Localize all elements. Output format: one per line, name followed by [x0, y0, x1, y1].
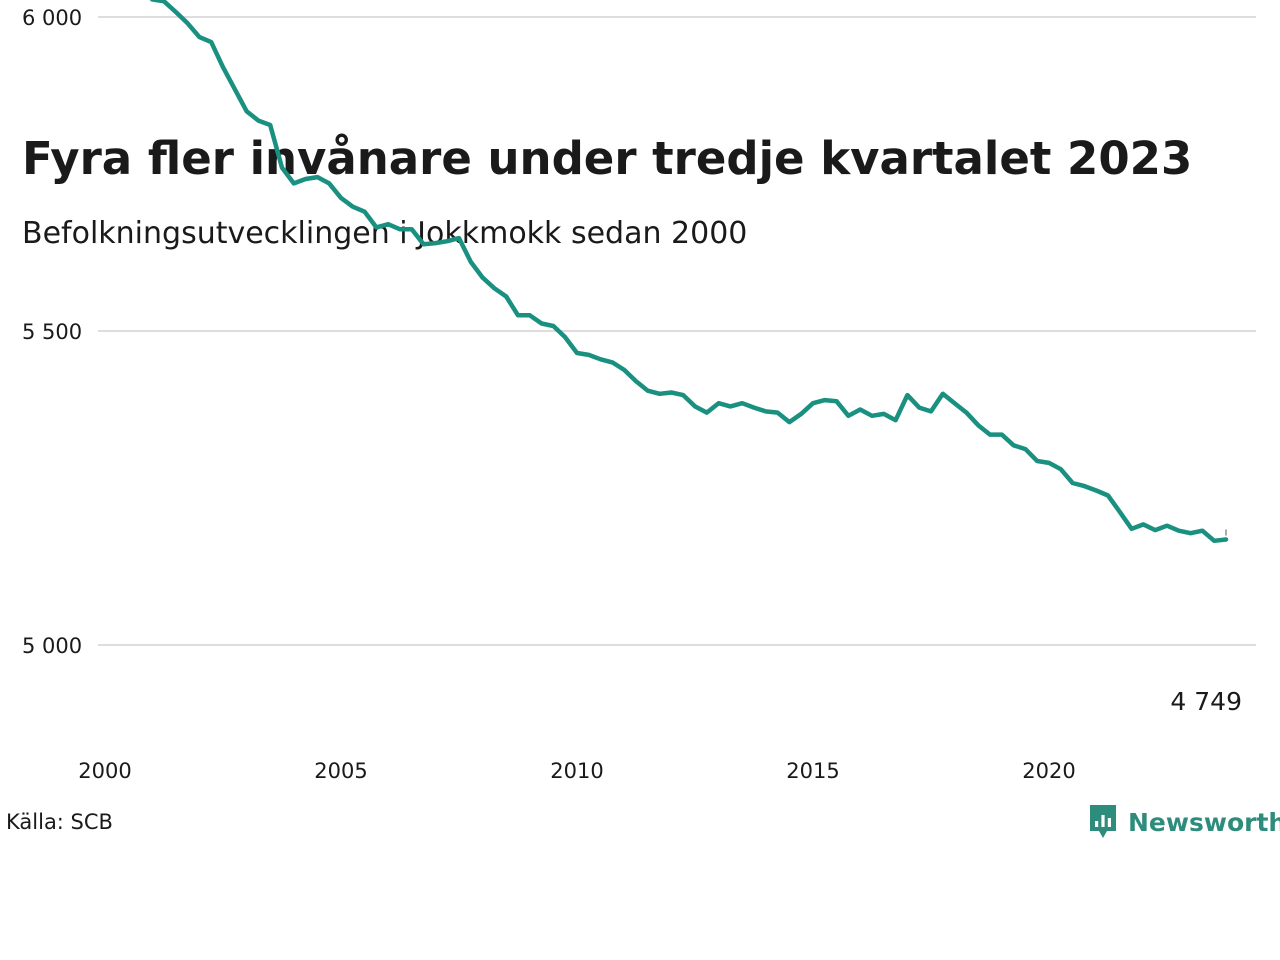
x-tick-label: 2015 [786, 759, 839, 783]
brand-name: Newsworthy [1128, 807, 1280, 837]
x-tick-label: 2010 [550, 759, 603, 783]
chart-subtitle: Befolkningsutvecklingen i Jokkmokk sedan… [22, 216, 748, 251]
y-tick-label: 5 000 [22, 634, 82, 658]
series-line [149, 0, 1229, 544]
chart-title: Fyra fler invånare under tredje kvartale… [22, 132, 1193, 185]
source-label: Källa: SCB [6, 810, 113, 834]
x-tick-label: 2000 [78, 759, 131, 783]
x-tick-label: 2020 [1022, 759, 1075, 783]
newsworthy-logo-icon [1090, 805, 1116, 838]
y-tick-label: 5 500 [22, 320, 82, 344]
y-tick-label: 6 000 [22, 6, 82, 30]
x-tick-label: 2005 [314, 759, 367, 783]
brand-logo: Newsworthy [1088, 802, 1280, 842]
last-value-label: 4 749 [1170, 687, 1242, 716]
